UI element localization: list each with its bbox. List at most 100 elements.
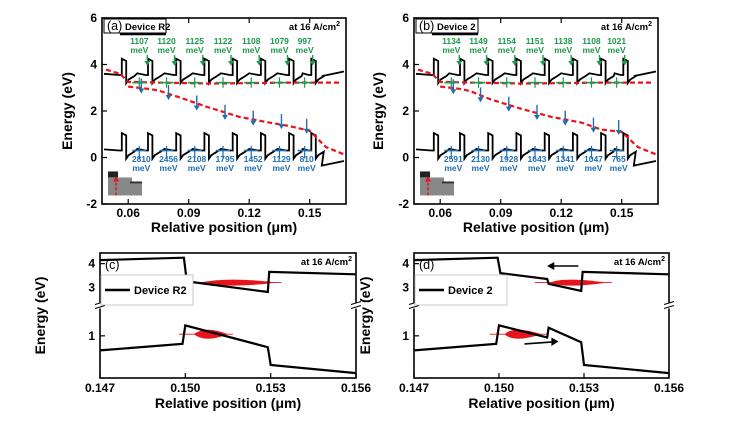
y-tick-label: 6 bbox=[402, 11, 409, 25]
axis-break-gap bbox=[94, 302, 106, 309]
electron-energy-unit: meV bbox=[214, 45, 232, 55]
panel-label: (c) bbox=[105, 258, 120, 272]
hole-energy-value: 765 bbox=[612, 154, 626, 164]
hole-arrowhead bbox=[138, 88, 145, 94]
electron-quasi-fermi-line bbox=[105, 68, 340, 85]
y-axis-label: Energy (eV) bbox=[32, 277, 48, 355]
hole-energy-unit: meV bbox=[188, 163, 206, 173]
x-tick-label: 0.156 bbox=[341, 381, 371, 395]
hole-arrowhead bbox=[450, 89, 457, 95]
x-tick-label: 0.156 bbox=[654, 381, 684, 395]
hole-arrowhead bbox=[165, 95, 172, 101]
plot-frame bbox=[413, 17, 659, 205]
plot-frame bbox=[99, 252, 357, 379]
electron-energy-value: 1154 bbox=[498, 36, 517, 46]
axis-break-gap bbox=[663, 302, 675, 309]
electron-arrowhead bbox=[456, 61, 463, 66]
legend-text: Device R2 bbox=[134, 285, 187, 297]
hole-energy-value: 1643 bbox=[528, 154, 547, 164]
electron-energy-value: 1108 bbox=[242, 36, 261, 46]
electron-arrowhead bbox=[284, 61, 291, 66]
y-tick-label: 2 bbox=[90, 104, 97, 118]
axis-break-mark bbox=[663, 305, 675, 309]
legend-text: Device 2 bbox=[448, 285, 493, 297]
hole-quasi-fermi-line bbox=[440, 85, 659, 157]
hole-arrowhead bbox=[193, 105, 200, 111]
electron-energy-unit: meV bbox=[498, 45, 516, 55]
y-tick-label: 4 bbox=[90, 58, 97, 72]
hole-energy-value: 2130 bbox=[471, 154, 490, 164]
x-tick-label: 0.153 bbox=[256, 381, 286, 395]
inset-device-body bbox=[108, 177, 132, 196]
hole-arrowhead bbox=[505, 106, 512, 112]
hole-energy-value: 1795 bbox=[216, 154, 235, 164]
panel-label: (b) bbox=[419, 19, 434, 33]
condition-superscript: 2 bbox=[336, 21, 340, 28]
axis-break-gap bbox=[350, 302, 362, 309]
hole-arrowhead bbox=[477, 97, 484, 103]
condition-text: at 16 A/cm bbox=[601, 22, 648, 33]
electron-arrowhead bbox=[227, 61, 234, 66]
x-tick-label: 0.06 bbox=[117, 206, 141, 220]
electron-energy-value: 1079 bbox=[270, 36, 289, 46]
hole-energy-unit: meV bbox=[610, 163, 628, 173]
y-axis-label: Energy (eV) bbox=[59, 72, 75, 150]
y-axis-label: Energy (eV) bbox=[370, 72, 386, 150]
electron-arrowhead bbox=[596, 61, 603, 66]
axis-break-mark bbox=[663, 301, 675, 305]
x-tick-label: 0.150 bbox=[170, 381, 200, 395]
condition-superscript: 2 bbox=[661, 256, 665, 263]
hole-arrowhead bbox=[590, 127, 597, 133]
inset-device-step bbox=[130, 183, 142, 196]
hole-energy-unit: meV bbox=[444, 163, 462, 173]
hole-energy-unit: meV bbox=[528, 163, 546, 173]
inset-device-contact bbox=[130, 181, 142, 184]
y-tick-label: 3 bbox=[88, 280, 95, 294]
conduction-band-line bbox=[103, 57, 345, 87]
hole-energy-unit: meV bbox=[556, 163, 574, 173]
chart-panel-c: 0.147 0.150 0.153 0.156 3 4 1 Relative position… bbox=[32, 252, 371, 411]
panel-label: (a) bbox=[107, 19, 122, 33]
y-axis-label: Energy (eV) bbox=[357, 277, 373, 355]
hole-energy-value: 2810 bbox=[132, 154, 151, 164]
y-tick-label: 4 bbox=[88, 257, 95, 271]
x-axis-label: Relative position (μm) bbox=[463, 219, 609, 235]
hole-energy-value: 1452 bbox=[244, 154, 263, 164]
x-tick-label: 0.12 bbox=[238, 206, 262, 220]
electron-arrowhead bbox=[568, 61, 575, 66]
electron-arrowhead bbox=[621, 61, 628, 66]
inset-device-top bbox=[420, 171, 430, 178]
x-tick-label: 0.153 bbox=[569, 381, 599, 395]
valence-band-line bbox=[415, 131, 657, 167]
hole-arrowhead bbox=[250, 120, 257, 126]
electron-arrowhead bbox=[511, 61, 518, 66]
electron-arrowhead bbox=[144, 61, 151, 66]
electron-energy-unit: meV bbox=[526, 45, 544, 55]
electron-energy-unit: meV bbox=[130, 45, 148, 55]
electron-energy-unit: meV bbox=[442, 45, 460, 55]
electron-energy-value: 1151 bbox=[526, 36, 545, 46]
condition-text: at 16 A/cm bbox=[301, 257, 348, 268]
electron-arrowhead bbox=[171, 61, 178, 66]
electron-energy-value: 997 bbox=[298, 36, 312, 46]
condition-label: at 16 A/cm2 bbox=[301, 256, 352, 268]
hole-flow-arrowhead bbox=[551, 337, 559, 346]
hole-energy-value: 810 bbox=[300, 154, 314, 164]
electron-flow-arrowhead bbox=[547, 262, 555, 271]
hole-energy-value: 1341 bbox=[556, 154, 575, 164]
electron-energy-value: 1021 bbox=[607, 36, 626, 46]
hole-arrowhead bbox=[278, 124, 285, 130]
hole-energy-unit: meV bbox=[584, 163, 602, 173]
hole-energy-value: 1129 bbox=[272, 154, 291, 164]
hole-quasi-fermi-line bbox=[128, 85, 347, 157]
conduction-band-line bbox=[413, 256, 670, 293]
hole-energy-value: 1047 bbox=[584, 154, 603, 164]
chart-panel-a: 0.06 0.09 0.12 0.15 -2 0 2 4 6 Relative position … bbox=[59, 11, 347, 235]
hole-energy-value: 2108 bbox=[187, 154, 206, 164]
hole-energy-unit: meV bbox=[132, 163, 150, 173]
valence-band-line bbox=[103, 131, 345, 167]
condition-superscript: 2 bbox=[648, 21, 652, 28]
electron-energy-unit: meV bbox=[296, 45, 314, 55]
x-tick-label: 0.15 bbox=[298, 206, 322, 220]
